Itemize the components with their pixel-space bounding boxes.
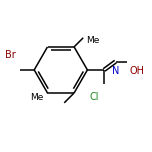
Text: Cl: Cl xyxy=(89,92,99,102)
Text: N: N xyxy=(112,66,119,76)
Text: Me: Me xyxy=(30,93,43,102)
Text: Br: Br xyxy=(5,50,16,60)
Text: Me: Me xyxy=(86,36,99,45)
Text: OH: OH xyxy=(130,66,145,76)
